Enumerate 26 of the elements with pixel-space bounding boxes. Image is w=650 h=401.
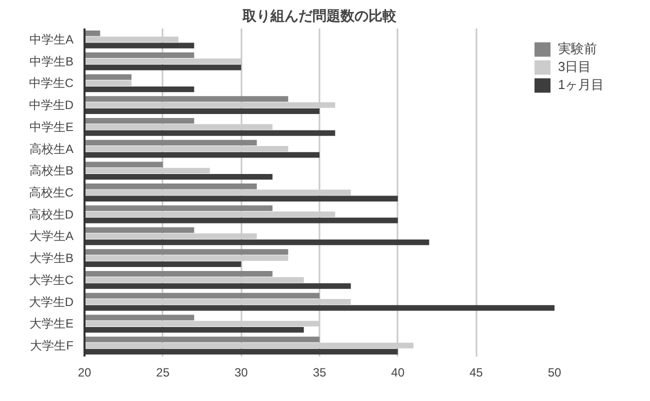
y-tick-label: 大学生D bbox=[28, 294, 74, 309]
y-tick-label: 大学生E bbox=[29, 316, 74, 331]
x-tick-label: 35 bbox=[312, 366, 326, 380]
legend-label: 実験前 bbox=[558, 40, 597, 58]
x-tick-label: 45 bbox=[469, 366, 484, 380]
y-tick-label: 高校生A bbox=[29, 142, 74, 156]
legend-label: 1ヶ月目 bbox=[558, 76, 604, 94]
x-tick-label: 40 bbox=[391, 366, 405, 380]
y-tick-label: 高校生D bbox=[28, 207, 74, 222]
legend-label: 3日目 bbox=[558, 58, 592, 76]
y-tick-label: 高校生B bbox=[29, 164, 74, 178]
y-tick-label: 大学生C bbox=[28, 272, 74, 287]
y-tick-label: 大学生F bbox=[30, 338, 74, 353]
y-tick-label: 中学生C bbox=[28, 76, 74, 90]
x-tick-label: 30 bbox=[234, 366, 248, 380]
chart-title: 取り組んだ問題数の比較 bbox=[242, 8, 398, 24]
y-tick-label: 中学生B bbox=[29, 54, 74, 68]
x-tick-label: 50 bbox=[548, 366, 562, 380]
y-tick-label: 中学生A bbox=[29, 32, 74, 46]
x-tick-label: 25 bbox=[156, 366, 170, 380]
y-tick-label: 高校生C bbox=[28, 186, 74, 200]
y-tick-label: 中学生D bbox=[28, 98, 74, 112]
y-tick-label: 大学生A bbox=[29, 229, 74, 244]
y-tick-label: 中学生E bbox=[29, 120, 74, 134]
y-tick-label: 大学生B bbox=[29, 251, 74, 266]
x-tick-label: 20 bbox=[78, 366, 92, 380]
